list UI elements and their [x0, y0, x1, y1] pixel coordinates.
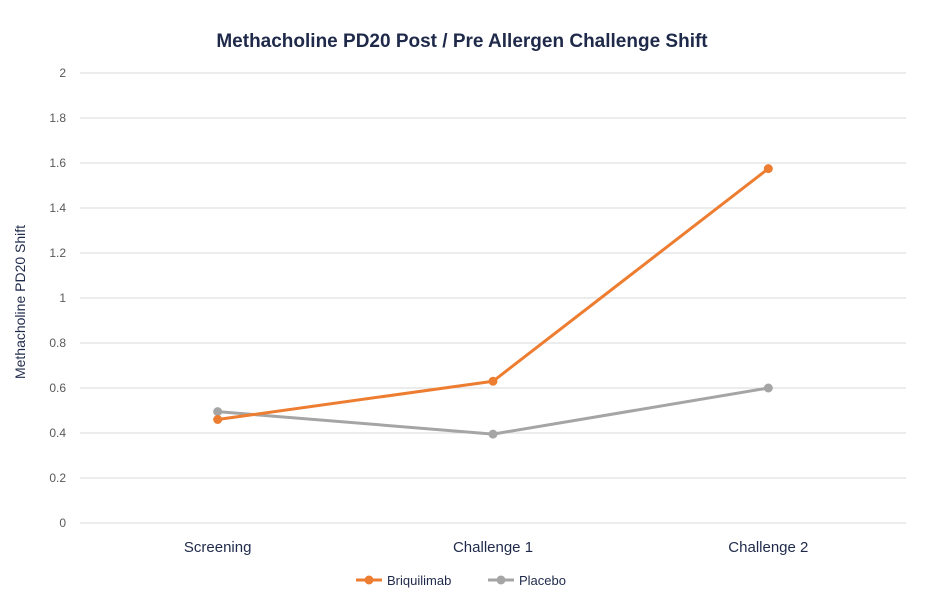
- series-lines: [213, 164, 773, 439]
- y-tick-label: 2: [59, 66, 66, 80]
- data-point: [763, 383, 773, 393]
- series-briquilimab: [213, 164, 773, 424]
- legend: Briquilimab Placebo: [356, 573, 566, 588]
- y-axis-label: Methacholine PD20 Shift: [12, 225, 28, 379]
- data-point: [488, 429, 498, 439]
- series-line: [216, 386, 770, 436]
- x-axis-ticks: Screening Challenge 1 Challenge 2: [184, 539, 808, 556]
- y-tick-label: 0: [59, 516, 66, 530]
- y-tick-label: 0.8: [49, 336, 66, 350]
- y-tick-label: 1.2: [49, 246, 66, 260]
- y-tick-label: 0.6: [49, 381, 66, 395]
- series-placebo: [213, 383, 773, 439]
- y-tick-label: 1.8: [49, 111, 66, 125]
- legend-marker: [496, 575, 506, 585]
- data-point: [213, 407, 223, 417]
- data-point: [763, 164, 773, 174]
- y-tick-label: 1.6: [49, 156, 66, 170]
- y-tick-label: 1.4: [49, 201, 66, 215]
- data-point: [488, 376, 498, 386]
- legend-item-placebo: Placebo: [488, 573, 566, 588]
- x-tick-label: Challenge 2: [728, 539, 808, 556]
- x-tick-label: Challenge 1: [453, 539, 533, 556]
- legend-marker: [364, 575, 374, 585]
- legend-label: Placebo: [519, 573, 566, 588]
- legend-label: Briquilimab: [387, 573, 451, 588]
- data-point: [213, 415, 223, 424]
- x-tick-label: Screening: [184, 539, 252, 556]
- legend-item-briquilimab: Briquilimab: [356, 573, 451, 588]
- y-tick-label: 0.4: [49, 426, 66, 440]
- gridlines: [80, 72, 906, 524]
- y-tick-label: 0.2: [49, 471, 66, 485]
- y-tick-label: 1: [59, 291, 66, 305]
- chart-title: Methacholine PD20 Post / Pre Allergen Ch…: [216, 31, 708, 52]
- y-axis-ticks: 0 0.2 0.4 0.6 0.8 1 1.2 1.4 1.6 1.8 2: [49, 66, 66, 530]
